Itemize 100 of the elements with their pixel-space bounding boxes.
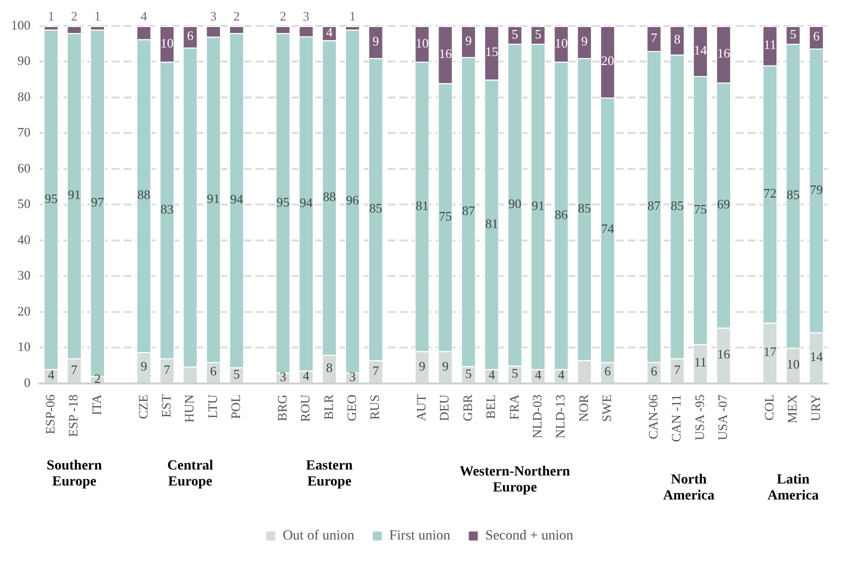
text: Latin America — [767, 472, 819, 504]
data-label: 94 — [300, 194, 314, 210]
data-label: 11 — [694, 354, 707, 370]
data-label: 95 — [44, 190, 58, 206]
data-label: 11 — [764, 37, 776, 52]
data-label: 10 — [160, 35, 174, 50]
text: Western-Northern Europe — [460, 464, 570, 496]
data-label: 97 — [90, 194, 104, 210]
data-label: 81 — [485, 216, 498, 231]
data-label: 9 — [442, 358, 449, 374]
x-tick-label: SWE — [599, 394, 614, 422]
y-tick-label: 0 — [24, 374, 30, 390]
data-label: 91 — [206, 190, 220, 206]
x-tick-label: NOR — [576, 394, 591, 422]
data-label: 2 — [71, 8, 78, 24]
data-label: 7 — [372, 362, 380, 378]
legend-label: First union — [389, 528, 450, 544]
x-tick-label: CAN-06 — [645, 394, 660, 440]
data-label: 2 — [280, 8, 286, 24]
data-label: 17 — [763, 344, 777, 359]
y-tick-label: 50 — [18, 196, 30, 212]
x-tick-label: ITA — [88, 394, 104, 416]
data-label: 15 — [485, 44, 498, 60]
data-label: 69 — [717, 196, 730, 212]
data-label: 6 — [650, 364, 658, 379]
x-tick-label: POL — [228, 394, 244, 420]
data-label: 3 — [302, 8, 310, 24]
data-label: 87 — [648, 198, 662, 213]
data-label: 8 — [326, 360, 333, 376]
data-label: 5 — [790, 26, 796, 42]
x-tick-label: EST — [158, 394, 174, 418]
x-tick-label: ESP-06 — [42, 394, 58, 434]
data-label: 9 — [140, 358, 148, 374]
data-label: 9 — [581, 34, 588, 49]
x-tick-label: LTU — [204, 394, 220, 419]
data-label: 85 — [578, 200, 591, 216]
legend-label: Second + union — [485, 528, 574, 544]
x-tick-label: COL — [761, 394, 776, 420]
text: Eastern Europe — [306, 458, 353, 490]
y-tick-label: 10 — [18, 339, 30, 354]
x-tick-label: DEU — [436, 394, 452, 422]
x-tick-label: ESP -18 — [66, 394, 81, 437]
data-label: 96 — [346, 192, 360, 208]
data-label: 4 — [48, 367, 55, 382]
data-label: 94 — [230, 192, 244, 207]
x-tick-label: HUN — [182, 394, 197, 423]
x-tick-label: CAN -11 — [668, 394, 684, 442]
x-tick-label: FRA — [506, 394, 522, 420]
data-label: 3 — [210, 8, 217, 24]
data-label: 88 — [322, 189, 336, 204]
data-label: 4 — [302, 368, 310, 383]
text: North America — [663, 472, 714, 504]
legend-label: Out of union — [282, 528, 354, 544]
data-label: 10 — [554, 35, 568, 50]
data-label: 5 — [512, 365, 518, 380]
data-label: 75 — [694, 202, 707, 217]
x-tick-label: GBR — [460, 394, 475, 422]
x-tick-label: NLD-03 — [529, 394, 544, 439]
data-label: 74 — [601, 221, 615, 236]
x-tick-label: NLD-13 — [552, 394, 568, 439]
data-label: 4 — [534, 367, 542, 382]
data-label: 3 — [349, 369, 356, 384]
data-label: 2 — [233, 8, 240, 24]
text: Central Europe — [167, 458, 214, 490]
data-label: 4 — [326, 24, 334, 40]
data-label: 7 — [164, 362, 171, 377]
data-label: 6 — [210, 364, 218, 379]
x-tick-label: BEL — [483, 394, 498, 420]
y-tick-label: 100 — [11, 17, 30, 32]
data-label: 5 — [465, 366, 472, 381]
data-label: 8 — [674, 32, 680, 47]
data-label: 20 — [601, 53, 614, 68]
y-tick-label: 30 — [18, 268, 30, 283]
data-label: 16 — [717, 346, 731, 362]
data-label: 7 — [674, 362, 681, 377]
data-label: 4 — [488, 367, 496, 382]
y-tick-label: 80 — [18, 88, 30, 104]
y-tick-label: 90 — [18, 53, 30, 68]
y-tick-label: 40 — [18, 232, 30, 247]
data-label: 6 — [604, 364, 612, 379]
x-tick-label: MEX — [784, 394, 800, 424]
data-label: 95 — [276, 194, 290, 210]
y-tick-label: 60 — [18, 160, 30, 176]
data-label: 6 — [186, 28, 194, 44]
x-tick-label: CZE — [135, 394, 150, 420]
data-label: 7 — [71, 362, 78, 377]
x-tick-label: USA -07 — [715, 394, 730, 440]
text: Southern Europe — [46, 458, 102, 490]
data-label: 16 — [717, 46, 731, 61]
data-label: 91 — [68, 187, 81, 202]
x-tick-label: USA -95 — [692, 394, 707, 440]
data-label: 1 — [349, 8, 356, 24]
data-label: 14 — [694, 42, 708, 58]
data-label: 6 — [813, 28, 820, 44]
data-label: 91 — [532, 198, 545, 213]
data-label: 72 — [763, 185, 776, 200]
x-tick-label: BLR — [320, 394, 336, 420]
x-tick-label: BRG — [274, 394, 290, 422]
data-label: 1 — [48, 8, 54, 24]
data-label: 9 — [418, 358, 426, 374]
